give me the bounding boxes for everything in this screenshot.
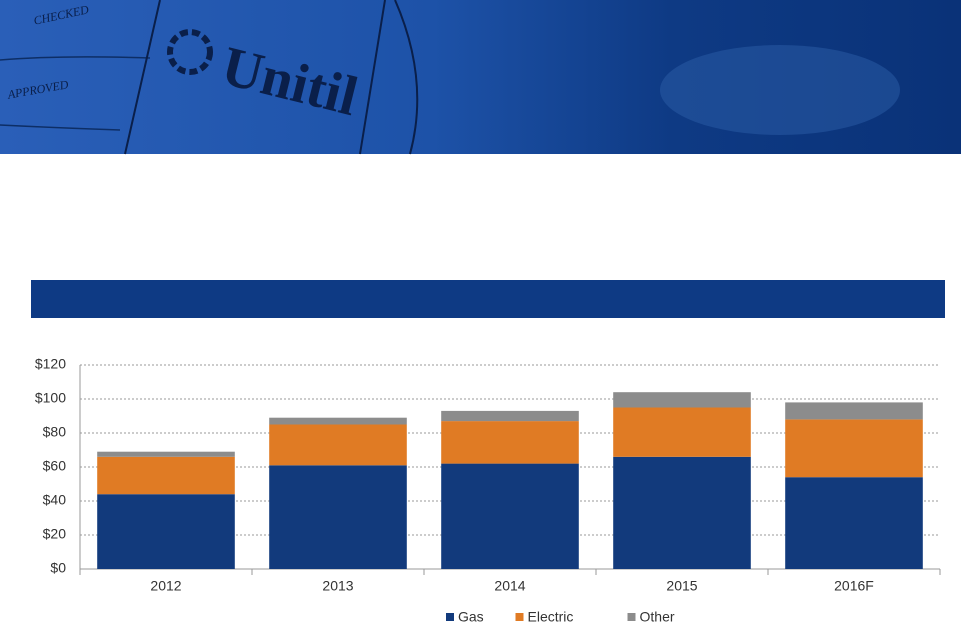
bar-segment [97,456,235,495]
bar-segment [97,494,235,569]
y-tick-label: $20 [43,526,67,542]
legend-label: Other [640,609,675,625]
legend-swatch [627,613,636,621]
bar-segment [785,419,923,478]
bar-segment [785,477,923,569]
chart: $0 $20 $40 $60 $80 $100 $120 2012 2013 2014 2015 20… [35,356,941,625]
y-tick-label: $0 [50,560,66,576]
bar-segment [613,456,751,569]
bar-segment [613,392,751,408]
legend-label: Electric [528,609,574,625]
x-tick-label: 2012 [150,578,181,594]
bar-segment [269,417,407,425]
x-tick-label: 2015 [666,578,697,594]
bar-segment [269,465,407,569]
bar-segment [441,421,579,464]
legend-label: Gas [458,609,484,625]
y-tick-label: $100 [35,390,66,406]
bar-segment [785,402,923,420]
bar-segment [441,410,579,422]
section-bar [31,280,945,318]
y-tick-label: $40 [43,492,67,508]
x-tick-label: 2016F [834,578,874,594]
bar-segment [441,463,579,569]
legend-swatch [446,613,454,621]
y-tick-label: $120 [35,356,66,372]
x-tick-label: 2013 [322,578,353,594]
legend-swatch [515,613,524,621]
bar-segment [97,451,235,457]
y-tick-label: $80 [43,424,67,440]
bar-segment [269,424,407,466]
x-tick-label: 2014 [494,578,525,594]
bar-segment [613,407,751,457]
y-tick-label: $60 [43,458,67,474]
